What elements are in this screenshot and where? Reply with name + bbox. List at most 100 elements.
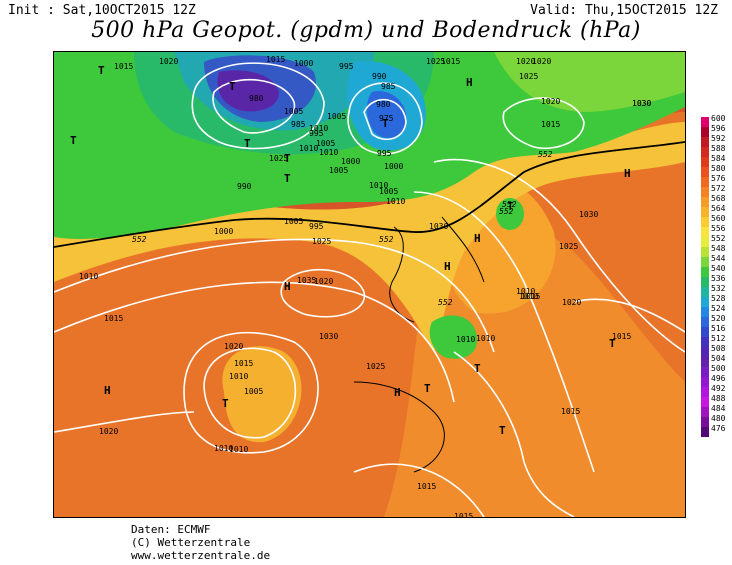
isobar-label: 985 (291, 120, 306, 129)
geopotential-label: 552 (379, 235, 394, 244)
scale-label: 520 (711, 314, 726, 323)
scale-label: 500 (711, 364, 726, 373)
scale-label: 496 (711, 374, 726, 383)
low-pressure-marker: T (98, 64, 105, 77)
scale-swatch (701, 317, 709, 327)
scale-swatch (701, 187, 709, 197)
weather-map: 1015 1020 1015 1000 995 990 985 980 975 980 985 990… (53, 51, 686, 518)
credit-copyright: (C) Wetterzentrale (131, 536, 251, 549)
isobar-label: 1030 (319, 332, 339, 341)
isobar-label: 1020 (224, 342, 244, 351)
scale-swatch (701, 257, 709, 267)
scale-label: 580 (711, 164, 726, 173)
isobar-label: 1010 (476, 334, 496, 343)
low-pressure-marker: T (229, 80, 236, 93)
high-pressure-marker: H (624, 167, 631, 180)
isobar-label: 995 (339, 62, 354, 71)
scale-swatch (701, 247, 709, 257)
scale-label: 504 (711, 354, 726, 363)
isobar-label: 1025 (519, 72, 539, 81)
scale-label: 588 (711, 144, 726, 153)
isobar-label: 1015 (114, 62, 134, 71)
scale-swatch (701, 267, 709, 277)
scale-label: 544 (711, 254, 726, 263)
scale-swatch (701, 207, 709, 217)
scale-swatch (701, 297, 709, 307)
scale-swatch (701, 277, 709, 287)
isobar-label: 1010 (369, 181, 389, 190)
isobar-label: 1020 (562, 298, 582, 307)
isobar-label: 1010 (229, 372, 249, 381)
scale-label: 572 (711, 184, 726, 193)
scale-label: 556 (711, 224, 726, 233)
color-scale: 600 596 592 588 584 580 576 572 568 564 560 556 552 5… (697, 113, 732, 457)
isobar-label: 1015 (104, 314, 124, 323)
geopotential-label: 552 (499, 207, 514, 216)
low-pressure-marker: T (70, 134, 77, 147)
scale-swatch (701, 417, 709, 427)
isobar-label: 1005 (329, 166, 349, 175)
low-pressure-marker: T (507, 200, 514, 213)
scale-swatch (701, 167, 709, 177)
scale-swatch (701, 127, 709, 137)
isobar-label: 990 (237, 182, 252, 191)
scale-swatch (701, 427, 709, 437)
scale-label: 548 (711, 244, 726, 253)
isobar-label: 1000 (294, 59, 314, 68)
scale-label: 508 (711, 344, 726, 353)
high-pressure-marker: H (284, 280, 291, 293)
isobar-label: 1025 (426, 57, 446, 66)
scale-swatch (701, 377, 709, 387)
isobar-label: 1010 (516, 287, 536, 296)
scale-label: 528 (711, 294, 726, 303)
low-pressure-marker: T (222, 397, 229, 410)
isobar-label: 1015 (541, 120, 561, 129)
isobar-label: 975 (379, 114, 394, 123)
isobar-label: 980 (376, 100, 391, 109)
isobar-label: 990 (372, 72, 387, 81)
scale-label: 596 (711, 124, 726, 133)
geopotential-label: 552 (438, 298, 453, 307)
isobar-label: 1005 (284, 107, 304, 116)
scale-label: 568 (711, 194, 726, 203)
isobar-label: 1000 (341, 157, 361, 166)
isobar-label: 1020 (314, 277, 334, 286)
scale-swatch (701, 117, 709, 127)
scale-label: 488 (711, 394, 726, 403)
scale-label: 592 (711, 134, 726, 143)
low-pressure-marker: T (284, 152, 291, 165)
scale-label: 480 (711, 414, 726, 423)
scale-swatch (701, 337, 709, 347)
high-pressure-marker: H (474, 232, 481, 245)
scale-swatch (701, 387, 709, 397)
low-pressure-marker: T (382, 117, 389, 130)
isobar-label: 995 (309, 222, 324, 231)
scale-label: 484 (711, 404, 726, 413)
isobar-label: 985 (381, 82, 396, 91)
scale-label: 532 (711, 284, 726, 293)
isobar-label: 1020 (159, 57, 179, 66)
scale-swatch (701, 137, 709, 147)
low-pressure-marker: T (284, 172, 291, 185)
scale-label: 600 (711, 114, 726, 123)
scale-label: 516 (711, 324, 726, 333)
scale-swatch (701, 177, 709, 187)
scale-label: 576 (711, 174, 726, 183)
high-pressure-marker: H (394, 386, 401, 399)
isobar-label: 1010 (309, 124, 329, 133)
scale-swatch (701, 347, 709, 357)
isobar-label: 1015 (454, 512, 474, 518)
high-pressure-marker: H (104, 384, 111, 397)
low-pressure-marker: T (244, 137, 251, 150)
scale-label: 536 (711, 274, 726, 283)
scale-swatch (701, 157, 709, 167)
low-pressure-marker: T (609, 337, 616, 350)
scale-swatch (701, 327, 709, 337)
scale-label: 524 (711, 304, 726, 313)
scale-swatch (701, 287, 709, 297)
scale-label: 560 (711, 214, 726, 223)
scale-swatch (701, 307, 709, 317)
isobar-label: 1005 (316, 139, 336, 148)
isobar-label: 1020 (516, 57, 536, 66)
isobar-label: 1020 (99, 427, 119, 436)
